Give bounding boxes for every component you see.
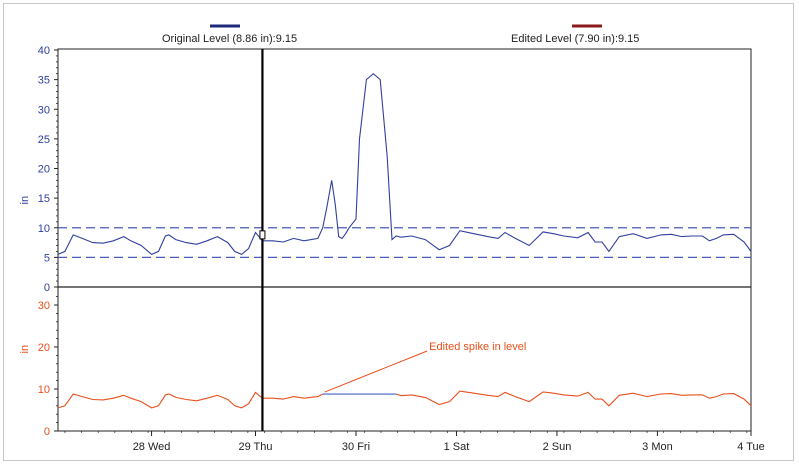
top-y-tick-label: 15 <box>38 193 50 205</box>
bottom-y-axis-label: in <box>19 345 31 354</box>
x-tick-label: 29 Thu <box>238 441 272 453</box>
top-y-tick-label: 0 <box>44 282 50 294</box>
top-y-tick-label: 30 <box>38 104 50 116</box>
cursor-marker <box>259 230 266 240</box>
top-y-tick-label: 20 <box>38 164 50 176</box>
x-tick-label: 4 Tue <box>737 441 765 453</box>
edited-level-line <box>57 391 323 409</box>
bottom-y-tick-label: 20 <box>38 342 50 354</box>
bottom-y-tick-label: 0 <box>44 426 50 438</box>
legend-label: Original Level (8.86 in):9.15 <box>162 33 297 45</box>
chart-frame: 0 5 10 15 20 25 30 35 40 in 0 10 20 30 in 28 Wed 29 Thu 3… <box>3 3 794 461</box>
top-y-tick-label: 25 <box>38 134 50 146</box>
x-tick-label: 3 Mon <box>642 441 673 453</box>
original-level-line <box>57 72 752 256</box>
bottom-y-tick-label: 30 <box>38 300 50 312</box>
bottom-y-tick-label: 10 <box>38 384 50 396</box>
x-tick-label: 28 Wed <box>133 441 171 453</box>
annotation-label: Edited spike in level <box>429 341 526 353</box>
top-y-tick-label: 35 <box>38 75 50 87</box>
x-tick-label: 1 Sat <box>444 441 470 453</box>
top-y-tick-label: 5 <box>44 252 50 264</box>
annotation-leader-line <box>324 350 428 393</box>
top-y-tick-label: 40 <box>38 45 50 57</box>
plot-border <box>57 48 752 432</box>
legend-label: Edited Level (7.90 in):9.15 <box>511 33 639 45</box>
level-chart: 0 5 10 15 20 25 30 35 40 in 0 10 20 30 in 28 Wed 29 Thu 3… <box>19 24 765 453</box>
edited-level-line <box>396 390 752 407</box>
x-tick-label: 30 Fri <box>342 441 370 453</box>
top-y-axis-label: in <box>19 196 31 205</box>
top-y-tick-label: 10 <box>38 223 50 235</box>
x-tick-label: 2 Sun <box>543 441 572 453</box>
